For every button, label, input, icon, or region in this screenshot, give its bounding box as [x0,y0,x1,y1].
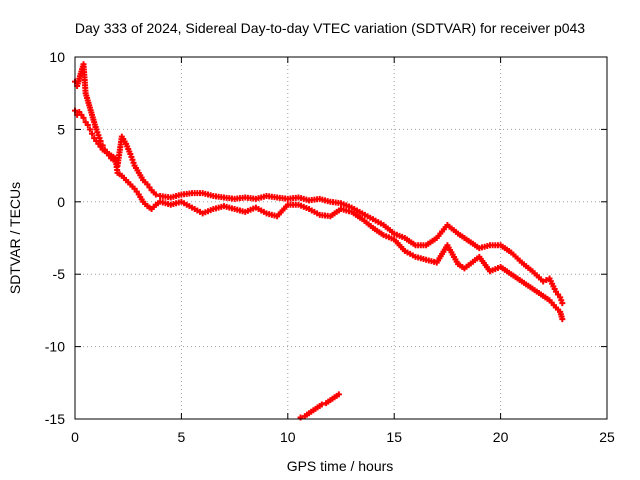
data-point [89,130,96,137]
plot-frame [74,56,608,420]
x-axis-ticks: 0 5 10 15 20 25 [71,57,615,445]
x-tick-label: 25 [599,429,615,445]
y-axis-label: SDTVAR / TECUs [7,182,23,294]
y-tick-label: -15 [45,411,65,427]
data-point [152,191,159,198]
data-point [297,414,304,421]
data-point [86,126,93,133]
series-SDTVAR-isolated [297,391,342,421]
x-tick-label: 5 [178,429,186,445]
y-tick-label: -10 [45,339,65,355]
y-tick-label: -5 [53,266,66,282]
y-tick-label: 5 [57,121,65,137]
x-tick-label: 20 [493,429,509,445]
x-tick-label: 15 [386,429,402,445]
x-axis-label: GPS time / hours [287,458,394,474]
x-tick-label: 0 [71,429,79,445]
y-tick-label: 10 [49,49,65,65]
data-points [72,61,566,421]
data-point [80,114,87,121]
x-tick-label: 10 [280,429,296,445]
data-point-interp [543,276,550,283]
series-SDTVAR-lower [72,107,566,323]
series-SDTVAR-upper [72,61,566,307]
data-point [335,391,342,398]
data-point [559,316,566,323]
y-axis-ticks: 10 5 0 -5 -10 -15 [45,49,607,427]
data-point [540,278,547,285]
chart-title: Day 333 of 2024, Sidereal Day-to-day VTE… [75,20,585,36]
data-point [559,300,566,307]
y-tick-label: 0 [57,194,65,210]
data-point [318,401,325,408]
data-point [84,122,91,129]
